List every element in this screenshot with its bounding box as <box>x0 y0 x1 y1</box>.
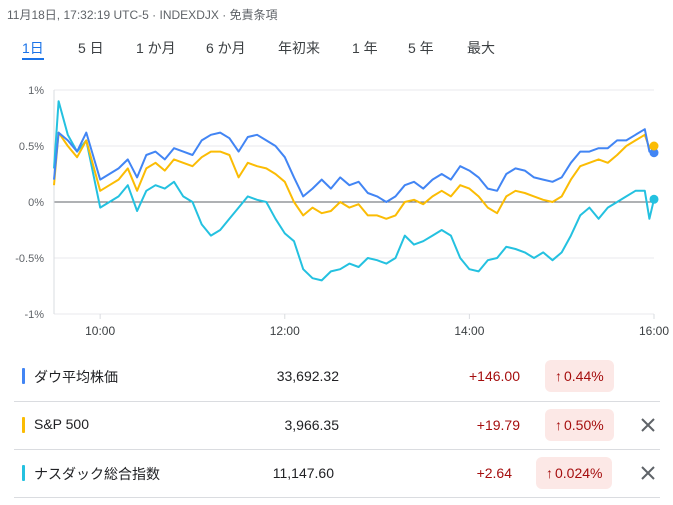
y-tick-label: -1% <box>24 309 44 321</box>
row-divider <box>14 497 660 498</box>
quote-name: S&P 500 <box>34 416 90 432</box>
arrow-up-icon: ↑ <box>555 417 562 433</box>
y-tick-label: 0% <box>28 197 44 209</box>
header-timestamp: 11月18日, 17:32:19 UTC-5 · INDEXDJX · 免責条項 <box>7 8 278 22</box>
chart-series <box>53 100 655 282</box>
tab-max[interactable]: 最大 <box>467 40 495 56</box>
tab-1-month[interactable]: 1 か月 <box>136 40 176 56</box>
series-line-1 <box>53 131 655 220</box>
time-range-tabs: 1日 5 日 1 か月 6 か月 年初来 1 年 5 年 最大 <box>0 38 673 62</box>
quote-percent-badge: ↑ 0.44% <box>545 360 614 392</box>
arrow-up-icon: ↑ <box>555 368 562 384</box>
y-tick-label: -0.5% <box>15 253 44 265</box>
quote-row-nasdaq[interactable]: ナスダック総合指数 11,147.60 +2.64 ↑ 0.024% <box>14 449 660 497</box>
x-tick-label: 12:00 <box>270 324 300 338</box>
row-divider <box>14 401 660 402</box>
quote-percent-badge: ↑ 0.024% <box>536 457 613 489</box>
quote-price: 33,692.32 <box>276 368 339 384</box>
active-tab-underline <box>22 58 44 60</box>
quote-percent-badge: ↑ 0.50% <box>545 409 614 441</box>
quote-name: ナスダック総合指数 <box>34 466 160 482</box>
x-tick-label: 10:00 <box>85 324 115 338</box>
series-end-dot-0 <box>649 148 659 158</box>
series-color-marker <box>22 417 25 433</box>
x-axis-labels: 10:00 12:00 14:00 16:00 <box>85 314 669 338</box>
quote-price: 3,966.35 <box>284 417 340 433</box>
quote-change: +146.00 <box>469 368 520 384</box>
chart-end-dots <box>649 141 659 204</box>
series-end-dot-1 <box>649 141 659 151</box>
tab-5-year[interactable]: 5 年 <box>408 40 434 56</box>
y-axis-labels: 1% 0.5% 0% -0.5% -1% <box>15 85 44 321</box>
percent-value: 0.024% <box>555 465 603 481</box>
quote-row-sp500[interactable]: S&P 500 3,966.35 +19.79 ↑ 0.50% <box>14 401 660 449</box>
series-line-2 <box>53 100 655 282</box>
tab-1-year[interactable]: 1 年 <box>352 40 378 56</box>
series-color-marker <box>22 368 25 384</box>
series-color-marker <box>22 465 25 481</box>
row-divider <box>14 449 660 450</box>
percent-value: 0.44% <box>564 368 604 384</box>
quote-name: ダウ平均株価 <box>34 369 118 385</box>
quote-change: +2.64 <box>476 465 512 481</box>
intraday-line-chart: 1% 0.5% 0% -0.5% -1% 10:00 12:00 14:00 16:00 <box>15 85 669 338</box>
y-tick-label: 0.5% <box>19 141 44 153</box>
arrow-up-icon: ↑ <box>546 465 553 481</box>
tab-ytd[interactable]: 年初来 <box>278 40 320 56</box>
series-end-dot-2 <box>649 194 659 204</box>
x-tick-label: 14:00 <box>454 324 484 338</box>
tab-5-day[interactable]: 5 日 <box>78 40 104 56</box>
series-line-0 <box>53 128 655 203</box>
quote-price: 11,147.60 <box>272 465 334 481</box>
close-icon[interactable] <box>636 461 660 485</box>
percent-value: 0.50% <box>564 417 604 433</box>
y-tick-label: 1% <box>28 85 44 97</box>
quote-change: +19.79 <box>476 417 520 433</box>
chart-grid <box>53 89 654 315</box>
tab-label: 1日 <box>22 40 44 56</box>
tab-1-day[interactable]: 1日 <box>22 38 44 60</box>
tab-6-month[interactable]: 6 か月 <box>206 40 246 56</box>
x-tick-label: 16:00 <box>639 324 669 338</box>
quote-row-dow[interactable]: ダウ平均株価 33,692.32 +146.00 ↑ 0.44% <box>14 352 660 400</box>
close-icon[interactable] <box>636 413 660 437</box>
